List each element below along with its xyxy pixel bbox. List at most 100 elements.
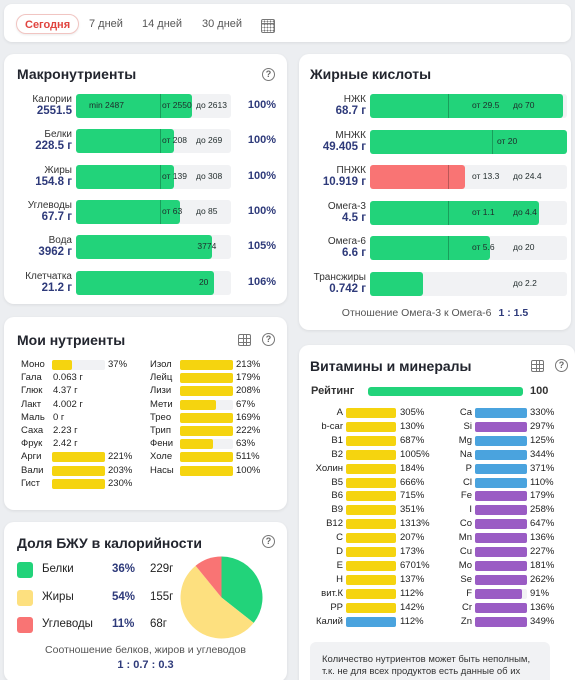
fatty-bar-fill — [370, 200, 540, 225]
macro-bar-fill — [76, 129, 174, 154]
vitamin-bar — [346, 491, 396, 502]
mineral-name: I — [469, 504, 472, 516]
nutrient-value: 0 г — [53, 411, 65, 423]
nutrient-value: 2.23 г — [53, 425, 78, 436]
help-icon[interactable]: ? — [262, 68, 275, 81]
vitamin-name: C — [336, 532, 343, 544]
macro-to-label: до 308 — [196, 170, 223, 181]
nutrient-value: 2.42 г — [53, 438, 78, 450]
fatty-to-label: до 4.4 — [513, 206, 537, 217]
nutrient-bar — [52, 452, 105, 463]
macro-label: Клетчатка 21.2 г — [16, 271, 72, 295]
mineral-bar — [475, 477, 527, 488]
vitamin-bar — [346, 477, 396, 488]
range-divider — [448, 236, 449, 260]
nutrient-name: Арги — [21, 451, 42, 463]
nutrient-name: Изол — [150, 359, 172, 370]
fatty-to-label: до 70 — [513, 100, 535, 110]
vitamins-title: Витамины и минералы — [310, 358, 472, 374]
tab-30-days[interactable]: 30 дней — [202, 18, 243, 30]
macro-from-label: от 63 — [162, 205, 183, 216]
mineral-percent: 349% — [530, 615, 555, 627]
macro-percent: 100% — [247, 99, 276, 111]
vitamin-percent: 305% — [400, 407, 425, 418]
vitamin-percent: 715% — [400, 490, 425, 502]
nutrient-percent: 203% — [108, 464, 133, 476]
vitamin-name: PP — [330, 601, 343, 613]
fatty-row: МНЖК 49.405 г от 20 — [299, 129, 571, 158]
macro-label: Вода 3962 г — [16, 235, 72, 259]
omega-ratio-value: 1 : 1.5 — [498, 307, 529, 319]
fatty-name: МНЖК — [335, 129, 366, 141]
table-icon[interactable] — [238, 334, 251, 346]
macro-label: Белки 228.5 г — [16, 129, 72, 153]
table-icon[interactable] — [531, 360, 544, 372]
macro-bar-track: 20 — [76, 270, 231, 295]
rating-label: Рейтинг — [311, 385, 355, 397]
mineral-percent: 110% — [530, 476, 554, 488]
vitamin-percent: 112% — [400, 587, 424, 599]
macro-to-label: до 269 — [196, 135, 223, 146]
macro-percent: 105% — [247, 240, 276, 253]
mineral-bar — [475, 421, 527, 432]
macro-name: Углеводы — [27, 199, 72, 211]
macro-percent: 106% — [247, 275, 276, 288]
mineral-bar — [475, 463, 527, 474]
vitamin-name: B1 — [331, 434, 343, 446]
nutrient-name: Трип — [150, 425, 172, 436]
macronutrients-card: Макронутриенты ? Калории 2551.5 min 2487 от… — [4, 54, 287, 304]
macro-to-label: 3774 — [197, 241, 217, 252]
vitamin-name: B12 — [326, 518, 343, 530]
macro-to-label: 20 — [198, 276, 209, 287]
vitamin-name: вит.К — [321, 587, 343, 599]
bju-legend-swatch — [17, 617, 33, 633]
fatty-bar-track: от 20 — [370, 129, 567, 154]
nutrient-bar — [180, 360, 233, 370]
macro-value: 3962 г — [38, 246, 72, 259]
vitamin-percent: 687% — [400, 434, 425, 446]
macro-bar-track: 3774 — [76, 235, 231, 260]
nutrient-percent: 169% — [236, 411, 261, 423]
mineral-bar — [475, 435, 527, 446]
fatty-name: ПНЖК — [336, 165, 366, 176]
help-icon[interactable]: ? — [262, 535, 275, 548]
range-divider — [160, 199, 161, 224]
range-divider — [160, 129, 161, 154]
vitamins-card: Витамины и минералы ? Рейтинг 100 A 305% b… — [299, 345, 575, 680]
macro-row: Жиры 154.8 г от 139 до 308 100% — [4, 164, 287, 193]
vitamin-bar — [346, 463, 396, 474]
mineral-percent: 136% — [530, 601, 555, 613]
vitamin-percent: 1005% — [400, 448, 430, 460]
nutrient-bar — [52, 465, 105, 476]
macro-bar-track: min 2487 от 2550 до 2613 — [76, 94, 231, 118]
nutrient-bar — [180, 399, 216, 410]
help-icon[interactable]: ? — [555, 359, 568, 372]
fatty-from-label: от 20 — [497, 135, 518, 146]
nutrient-name: Мети — [150, 398, 173, 410]
nutrient-bar — [180, 465, 233, 476]
macro-to-label: до 2613 — [196, 100, 227, 110]
mineral-bar — [475, 560, 527, 571]
macro-bar-fill — [76, 270, 214, 295]
macro-bar-fill — [76, 199, 180, 224]
mineral-percent: 297% — [530, 420, 555, 432]
bju-grams: 155г — [150, 590, 174, 603]
tab-today[interactable]: Сегодня — [16, 14, 80, 34]
fatty-acids-card: Жирные кислоты НЖК 68.7 г от 29.5 до 70 МНЖК… — [299, 54, 571, 330]
fatty-acids-title: Жирные кислоты — [310, 66, 432, 82]
nutrient-name: Фрук — [21, 438, 43, 450]
range-divider — [160, 164, 161, 189]
tab-7-days[interactable]: 7 дней — [89, 18, 123, 30]
nutrient-percent: 37% — [108, 359, 128, 370]
tab-14-days[interactable]: 14 дней — [142, 18, 183, 30]
calendar-icon[interactable] — [261, 19, 275, 33]
fatty-name: НЖК — [343, 94, 366, 105]
bju-card: Доля БЖУ в калорийности ? Белки 36% 229г Жи… — [4, 522, 287, 680]
mineral-bar — [475, 491, 527, 502]
fatty-row: ПНЖК 10.919 г от 13.3 до 24.4 — [299, 165, 571, 193]
help-icon[interactable]: ? — [262, 333, 275, 346]
macro-value: 2551.5 — [36, 105, 72, 117]
nutrient-percent: 208% — [236, 385, 261, 397]
nutrient-percent: 63% — [236, 438, 256, 450]
mineral-name: F — [466, 587, 472, 599]
